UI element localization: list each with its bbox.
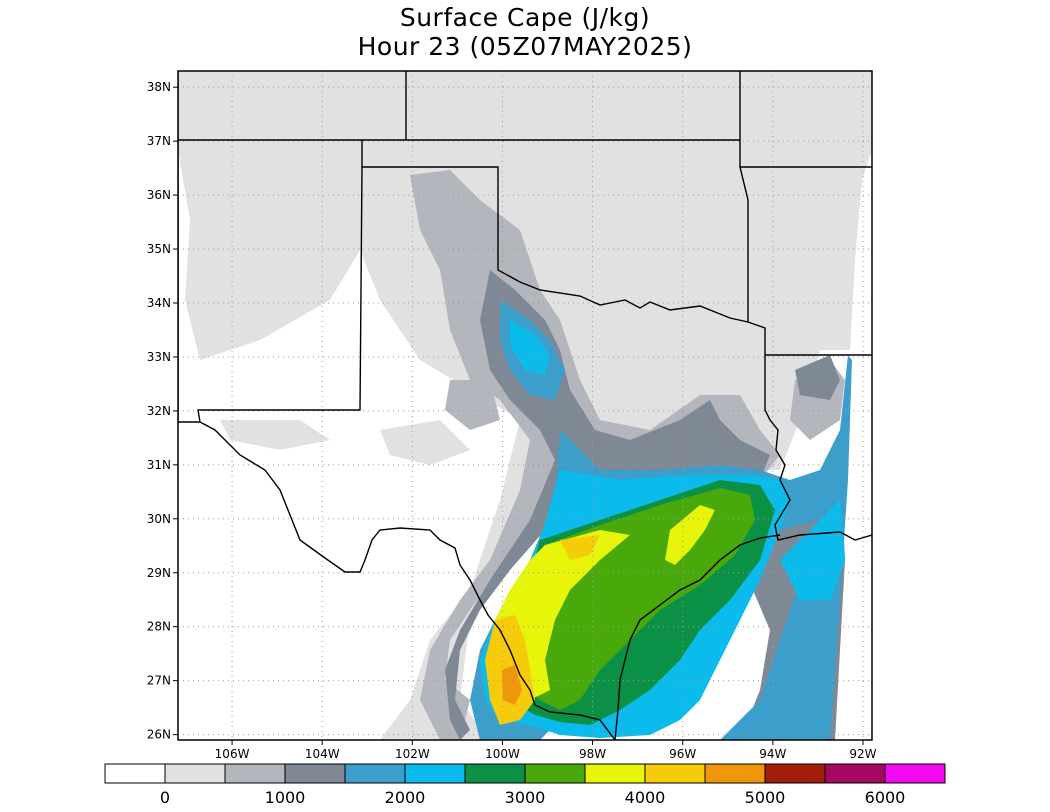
colorbar-label: 2000 [385,788,426,807]
colorbar-swatch [704,763,766,784]
colorado-border [405,71,741,140]
colorbar-labels: 0 1000 2000 3000 4000 5000 6000 [160,788,905,807]
colorbar-label: 4000 [625,788,666,807]
colorbar [104,763,946,784]
colorbar-swatch [284,763,346,784]
lon-tick-label: 100W [485,747,520,761]
lon-tick-label: 102W [395,747,430,761]
colorbar-label: 1000 [265,788,306,807]
lat-tick-label: 37N [147,134,171,148]
colorbar-label: 5000 [745,788,786,807]
lat-tick-label: 26N [147,728,171,742]
colorbar-swatch [164,763,226,784]
lon-tick-label: 96W [669,747,696,761]
state-boundaries [178,71,872,740]
lon-tick-label: 92W [849,747,876,761]
plot-frame [177,70,873,741]
lat-tick-label: 35N [147,242,171,256]
map-title: Surface Cape (J/kg) [399,3,651,32]
colorbar-swatch [224,763,286,784]
colorbar-swatch [584,763,646,784]
colorbar-swatch [824,763,886,784]
lon-tick-label: 106W [215,747,250,761]
lat-tick-label: 28N [147,620,171,634]
lat-tick-label: 32N [147,404,171,418]
colorbar-swatch [404,763,466,784]
lat-lon-grid [178,71,872,740]
lon-tick-label: 98W [579,747,606,761]
map-subtitle: Hour 23 (05Z07MAY2025) [357,32,693,61]
texas-outline [178,166,872,541]
cape-shading [178,71,872,740]
lon-tick-label: 104W [305,747,340,761]
arkansas-border [740,166,872,356]
cape-band-5000 [502,665,522,705]
lat-tick-label: 34N [147,296,171,310]
lat-tick-label: 38N [147,80,171,94]
colorbar-swatch [644,763,706,784]
colorbar-swatch [764,763,826,784]
colorbar-swatch [884,763,946,784]
lon-tick-label: 94W [759,747,786,761]
lon-tick-labels: 106W 104W 102W 100W 98W 96W 94W 92W [215,740,877,761]
lat-tick-label: 29N [147,566,171,580]
lat-tick-label: 31N [147,458,171,472]
colorbar-label: 0 [160,788,170,807]
colorbar-swatch [344,763,406,784]
colorbar-swatch [104,763,166,784]
colorbar-swatch [524,763,586,784]
lat-tick-labels: 26N 27N 28N 29N 30N 31N 32N 33N 34N 35N 36N 37N 38N [147,80,178,742]
colorbar-swatch [464,763,526,784]
gulf-coastline [614,534,781,740]
colorbar-label: 6000 [865,788,906,807]
lat-tick-label: 27N [147,674,171,688]
lat-tick-label: 33N [147,350,171,364]
lat-tick-label: 30N [147,512,171,526]
rio-grande [199,421,616,740]
lat-tick-label: 36N [147,188,171,202]
colorbar-label: 3000 [505,788,546,807]
